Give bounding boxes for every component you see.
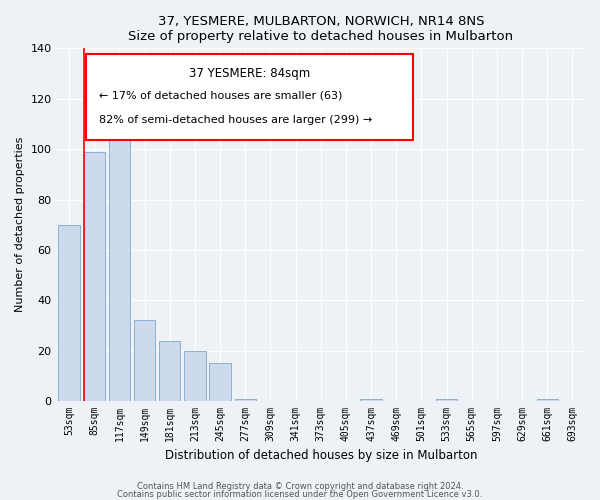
Bar (159, 340, 181, 401)
X-axis label: Distribution of detached houses by size in Mulbarton: Distribution of detached houses by size … (164, 450, 477, 462)
FancyBboxPatch shape (86, 54, 413, 140)
Text: 37 YESMERE: 84sqm: 37 YESMERE: 84sqm (189, 67, 310, 80)
Title: 37, YESMERE, MULBARTON, NORWICH, NR14 8NS
Size of property relative to detached : 37, YESMERE, MULBARTON, NORWICH, NR14 8N… (128, 15, 514, 43)
Text: Contains public sector information licensed under the Open Government Licence v3: Contains public sector information licen… (118, 490, 482, 499)
Bar (235, 398, 256, 401)
Text: 82% of semi-detached houses are larger (299) →: 82% of semi-detached houses are larger (… (99, 116, 372, 126)
Bar (184, 350, 206, 401)
Bar (436, 398, 457, 401)
Y-axis label: Number of detached properties: Number of detached properties (15, 137, 25, 312)
Bar (209, 364, 231, 401)
Bar (536, 398, 558, 401)
Bar (109, 136, 130, 401)
Text: ← 17% of detached houses are smaller (63): ← 17% of detached houses are smaller (63… (99, 90, 342, 101)
Text: Contains HM Land Registry data © Crown copyright and database right 2024.: Contains HM Land Registry data © Crown c… (137, 482, 463, 491)
Bar (83, 152, 105, 401)
Bar (361, 398, 382, 401)
Bar (134, 320, 155, 401)
Bar (58, 224, 80, 401)
